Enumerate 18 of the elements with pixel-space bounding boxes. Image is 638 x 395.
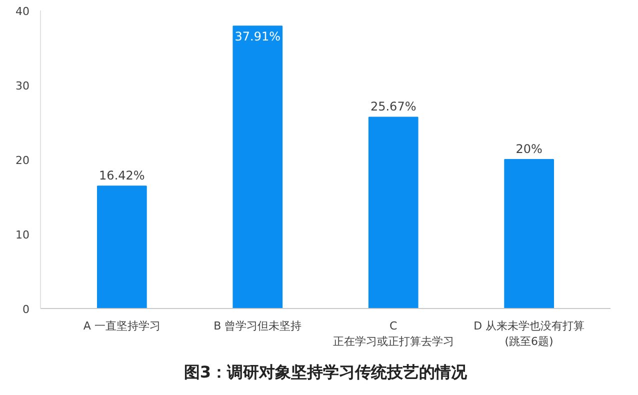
y-tick-label: 20 — [16, 154, 30, 167]
bar — [504, 159, 554, 308]
y-tick-label: 0 — [22, 303, 30, 316]
x-tick-label: C 正在学习或正打算去学习 — [332, 320, 454, 348]
y-tick-label: 30 — [16, 80, 30, 92]
data-label: 20% — [516, 142, 542, 156]
y-tick-label: 10 — [16, 228, 30, 242]
bar — [368, 116, 418, 308]
x-tick-label: B 曾学习但未坚持 — [214, 320, 302, 332]
data-label: 37.91% — [234, 30, 281, 44]
x-tick-label: A 一直坚持学习 — [83, 320, 160, 332]
data-label: 16.42% — [99, 168, 145, 183]
text: 图3：调研对象坚持学习传统技艺的情况 — [184, 362, 468, 382]
data-label: 25.67% — [370, 100, 416, 114]
y-tick-label: 40 — [16, 5, 30, 18]
x-tick-label: D 从来未学也没有打算 (跳至6题) — [474, 320, 585, 348]
bar — [232, 26, 283, 308]
bar — [97, 186, 147, 308]
